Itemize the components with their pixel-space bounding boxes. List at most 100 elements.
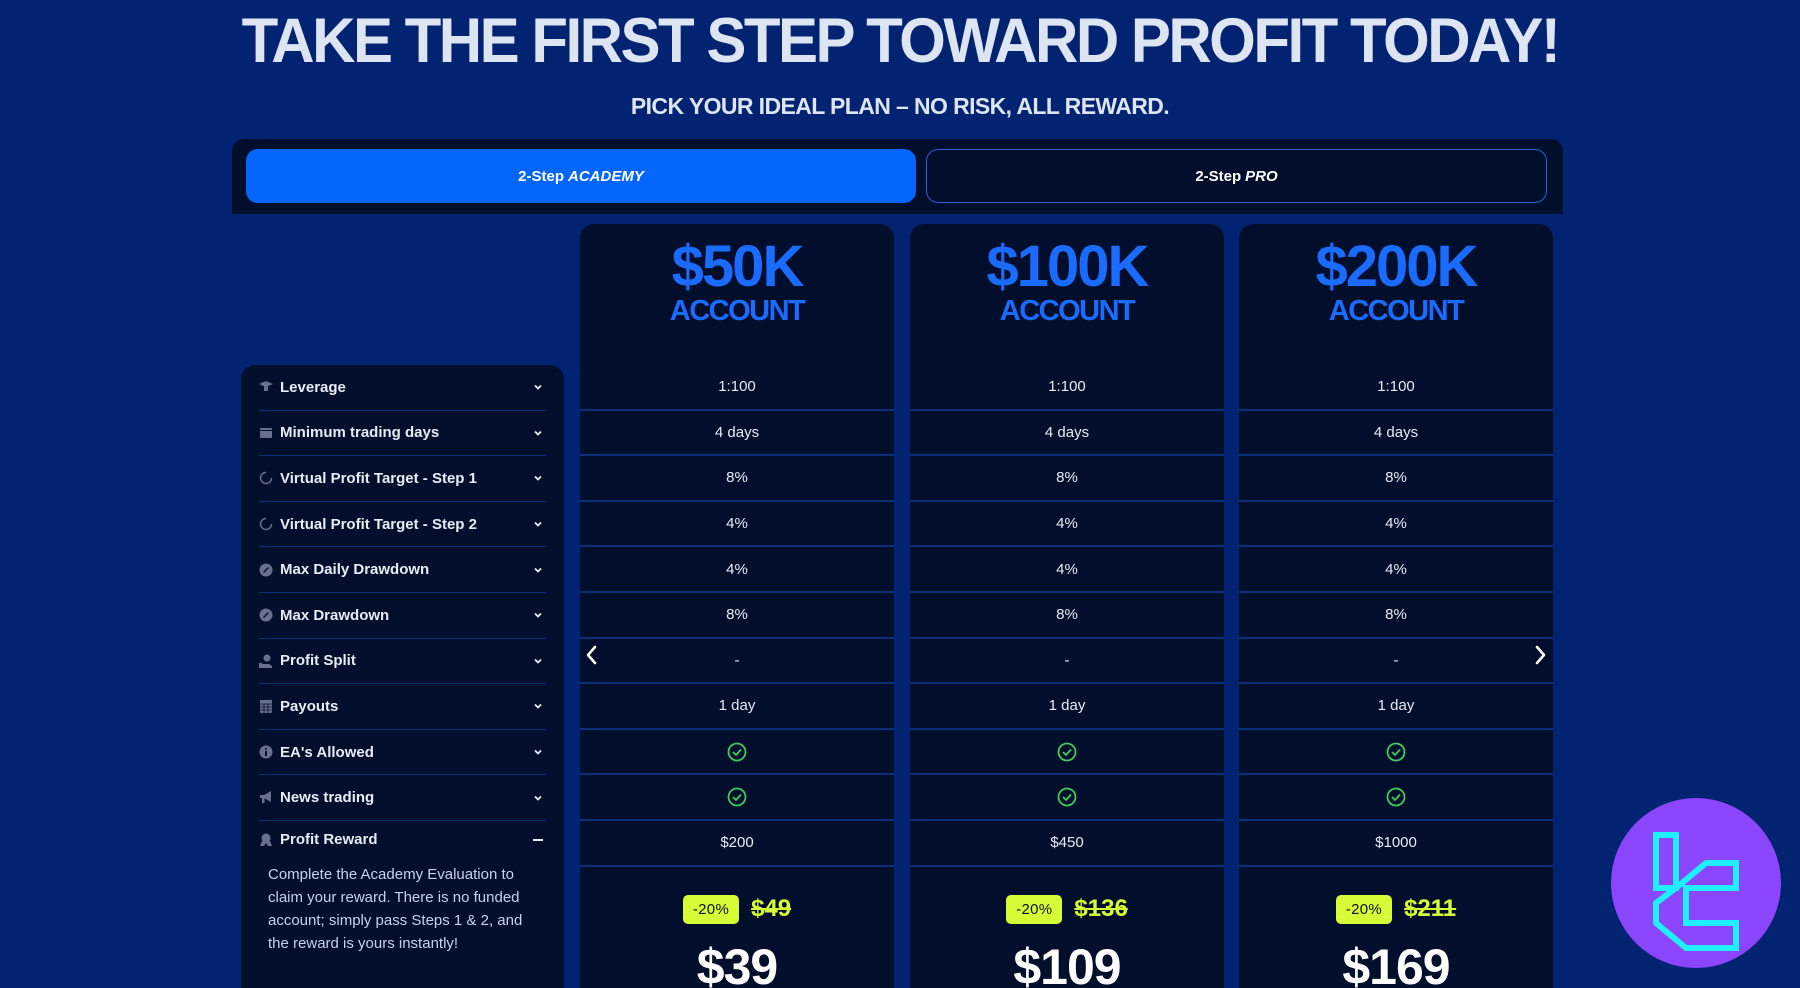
- feature-label: Payouts: [280, 697, 339, 715]
- award-medal-icon: [259, 833, 273, 847]
- check-circle-icon: [1386, 787, 1406, 807]
- feature-label: Leverage: [280, 378, 346, 396]
- feature-item-news-trading[interactable]: News trading: [259, 775, 546, 821]
- collapse-minus-icon: [533, 838, 543, 841]
- plan-row-min-days: 4 days: [580, 411, 894, 457]
- tc-logo-icon: [1653, 832, 1739, 951]
- plan-account-label: ACCOUNT: [1328, 295, 1465, 327]
- plan-amount: $100K: [986, 234, 1150, 299]
- plan-row-eas-allowed: [1239, 730, 1553, 776]
- chevron-down-icon: [534, 521, 542, 527]
- feature-item-leverage[interactable]: Leverage: [259, 365, 546, 411]
- plan-row-max-drawdown: 8%: [580, 593, 894, 639]
- plan-account-label: ACCOUNT: [999, 295, 1136, 327]
- calendar-stack-icon: [259, 426, 273, 440]
- plan-row-target-step-2: 4%: [910, 502, 1224, 548]
- page-title: TAKE THE FIRST STEP TOWARD PROFIT TODAY!: [241, 5, 1561, 76]
- plan-row-news-trading: [910, 775, 1224, 821]
- plan-row-profit-reward: $1000: [1239, 821, 1553, 867]
- discount-badge: -20%: [682, 894, 740, 924]
- feature-label: EA's Allowed: [280, 743, 374, 761]
- plan-row-max-daily-drawdown: 4%: [1239, 547, 1553, 593]
- plan-card-50k: $50K ACCOUNT 1:100 4 days 8% 4% 4% 8% - …: [580, 224, 894, 988]
- check-circle-icon: [1057, 787, 1077, 807]
- feature-item-profit-split[interactable]: Profit Split: [259, 639, 546, 685]
- feature-label: Profit Split: [280, 652, 356, 670]
- plan-row-target-step-2: 4%: [580, 502, 894, 548]
- chevron-down-icon: [534, 704, 542, 710]
- plan-row-max-drawdown: 8%: [1239, 593, 1553, 639]
- profit-reward-description: Complete the Academy Evaluation to claim…: [268, 865, 523, 952]
- plan-row-news-trading: [1239, 775, 1553, 821]
- page-subtitle: PICK YOUR IDEAL PLAN – NO RISK, ALL REWA…: [630, 93, 1170, 119]
- plan-row-profit-split: -: [1239, 639, 1553, 685]
- discount-badge: -20%: [1335, 894, 1393, 924]
- plan-card-200k: $200K ACCOUNT 1:100 4 days 8% 4% 4% 8% -…: [1239, 224, 1553, 988]
- plan-row-max-drawdown: 8%: [910, 593, 1224, 639]
- chevron-down-icon: [534, 749, 542, 755]
- feature-item-max-daily-drawdown[interactable]: Max Daily Drawdown: [259, 547, 546, 593]
- info-circle-icon: [259, 745, 273, 759]
- plan-row-payouts: 1 day: [580, 684, 894, 730]
- check-circle-icon: [727, 742, 747, 761]
- feature-item-profit-target-step-2[interactable]: Virtual Profit Target - Step 2: [259, 502, 546, 548]
- progress-circle-icon: [259, 471, 273, 485]
- chevron-down-icon: [534, 613, 542, 619]
- original-price: $136: [1074, 895, 1128, 923]
- plan-row-eas-allowed: [580, 730, 894, 776]
- plan-row-max-daily-drawdown: 4%: [580, 547, 894, 593]
- chevron-down-icon: [534, 795, 542, 801]
- feature-label: Minimum trading days: [280, 424, 440, 442]
- plan-account-label: ACCOUNT: [669, 295, 806, 327]
- megaphone-icon: [259, 791, 273, 805]
- hand-coin-icon: [259, 654, 273, 668]
- plan-row-target-step-1: 8%: [580, 456, 894, 502]
- tab-2-step-academy[interactable]: 2-Step ACADEMY: [246, 149, 916, 203]
- chevron-down-icon: [534, 430, 542, 436]
- percent-badge-icon: [259, 563, 273, 577]
- plan-header: $200K ACCOUNT: [1239, 224, 1553, 365]
- feature-item-profit-reward[interactable]: Profit Reward: [259, 821, 546, 859]
- plan-row-news-trading: [580, 775, 894, 821]
- percent-badge-icon: [259, 608, 273, 622]
- feature-item-minimum-trading-days[interactable]: Minimum trading days: [259, 411, 546, 457]
- brand-logo: [1611, 798, 1781, 968]
- feature-item-eas-allowed[interactable]: EA's Allowed: [259, 730, 546, 776]
- plan-row-profit-reward: $200: [580, 821, 894, 867]
- plan-row-target-step-2: 4%: [1239, 502, 1553, 548]
- feature-item-profit-target-step-1[interactable]: Virtual Profit Target - Step 1: [259, 456, 546, 502]
- current-price: $169: [1342, 938, 1450, 988]
- check-circle-icon: [727, 787, 747, 807]
- current-price: $39: [696, 938, 778, 988]
- plan-row-target-step-1: 8%: [1239, 456, 1553, 502]
- chevron-left-icon[interactable]: [582, 643, 602, 667]
- current-price: $109: [1013, 938, 1121, 988]
- feature-label: News trading: [280, 789, 375, 807]
- check-circle-icon: [1057, 742, 1077, 761]
- plan-row-leverage: 1:100: [580, 365, 894, 411]
- plan-row-eas-allowed: [910, 730, 1224, 776]
- progress-circle-icon: [259, 517, 273, 531]
- discount-badge: -20%: [1006, 894, 1063, 924]
- tab-2-step-pro[interactable]: 2-Step PRO: [926, 149, 1547, 203]
- plan-row-target-step-1: 8%: [910, 456, 1224, 502]
- plan-amount: $50K: [671, 234, 805, 299]
- check-circle-icon: [1386, 742, 1406, 761]
- tab-prefix: 2-Step: [1195, 167, 1242, 185]
- plan-header: $100K ACCOUNT: [910, 224, 1224, 365]
- original-price: $49: [751, 895, 792, 923]
- plan-pricing: -20% $136 $109: [910, 867, 1224, 988]
- chevron-right-icon[interactable]: [1530, 643, 1550, 667]
- feature-item-payouts[interactable]: Payouts: [259, 684, 546, 730]
- chevron-down-icon: [534, 658, 542, 664]
- plan-row-payouts: 1 day: [910, 684, 1224, 730]
- plan-row-min-days: 4 days: [1239, 411, 1553, 457]
- feature-label: Profit Reward: [280, 831, 378, 849]
- feature-label: Max Drawdown: [280, 606, 390, 624]
- plan-pricing: -20% $49 $39: [580, 867, 894, 988]
- feature-item-max-drawdown[interactable]: Max Drawdown: [259, 593, 546, 639]
- graduation-cap-icon: [259, 380, 273, 394]
- feature-label: Max Daily Drawdown: [280, 561, 430, 579]
- plan-row-min-days: 4 days: [910, 411, 1224, 457]
- tab-name: PRO: [1245, 167, 1278, 185]
